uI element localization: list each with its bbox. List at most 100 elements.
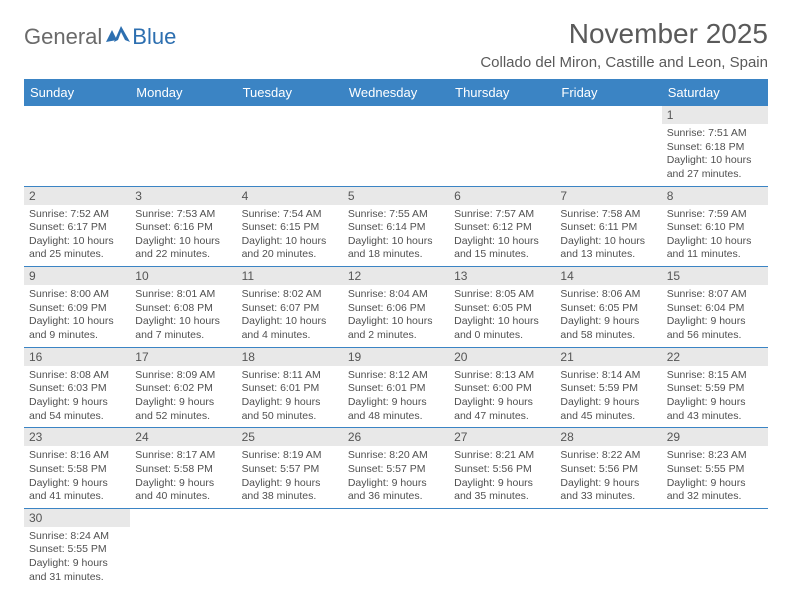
day-number: 26 [343,428,449,446]
day-detail-line: Daylight: 9 hours [135,396,231,410]
day-detail-line: and 18 minutes. [348,248,444,262]
day-detail-line: and 4 minutes. [242,329,338,343]
day-cell: 1Sunrise: 7:51 AMSunset: 6:18 PMDaylight… [662,106,768,186]
day-detail-line: Sunset: 6:12 PM [454,221,550,235]
day-detail-line: and 31 minutes. [29,571,125,585]
day-cell: 17Sunrise: 8:09 AMSunset: 6:02 PMDayligh… [130,347,236,428]
day-detail-line: Sunrise: 8:15 AM [667,369,763,383]
location-text: Collado del Miron, Castille and Leon, Sp… [480,54,768,71]
week-row: 2Sunrise: 7:52 AMSunset: 6:17 PMDaylight… [24,186,768,267]
header: General Blue November 2025 Collado del M… [24,18,768,71]
day-detail-line: and 41 minutes. [29,490,125,504]
day-cell: 28Sunrise: 8:22 AMSunset: 5:56 PMDayligh… [555,428,661,509]
day-details: Sunrise: 8:11 AMSunset: 6:01 PMDaylight:… [237,366,343,428]
day-detail-line: Sunset: 5:56 PM [454,463,550,477]
day-detail-line: and 32 minutes. [667,490,763,504]
day-number: 16 [24,348,130,366]
day-number: 6 [449,187,555,205]
week-row: 9Sunrise: 8:00 AMSunset: 6:09 PMDaylight… [24,267,768,348]
day-detail-line: Daylight: 9 hours [242,477,338,491]
day-cell: 24Sunrise: 8:17 AMSunset: 5:58 PMDayligh… [130,428,236,509]
day-detail-line: Sunset: 6:07 PM [242,302,338,316]
day-cell: 27Sunrise: 8:21 AMSunset: 5:56 PMDayligh… [449,428,555,509]
day-detail-line: Sunset: 5:56 PM [560,463,656,477]
day-detail-line: Sunrise: 8:13 AM [454,369,550,383]
day-detail-line: and 13 minutes. [560,248,656,262]
day-number: 3 [130,187,236,205]
day-details: Sunrise: 8:09 AMSunset: 6:02 PMDaylight:… [130,366,236,428]
day-detail-line: Sunrise: 8:02 AM [242,288,338,302]
day-cell: 23Sunrise: 8:16 AMSunset: 5:58 PMDayligh… [24,428,130,509]
day-detail-line: and 33 minutes. [560,490,656,504]
day-detail-line: Daylight: 9 hours [560,477,656,491]
day-number: 14 [555,267,661,285]
day-cell [449,508,555,588]
day-detail-line: Sunset: 6:16 PM [135,221,231,235]
day-detail-line: Sunset: 6:17 PM [29,221,125,235]
day-detail-line: Sunset: 6:03 PM [29,382,125,396]
day-number: 25 [237,428,343,446]
day-detail-line: Daylight: 10 hours [29,235,125,249]
day-detail-line: Sunset: 6:18 PM [667,141,763,155]
day-detail-line: Daylight: 9 hours [348,477,444,491]
day-detail-line: and 50 minutes. [242,410,338,424]
day-detail-line: Sunrise: 8:08 AM [29,369,125,383]
day-detail-line: and 48 minutes. [348,410,444,424]
day-cell [130,106,236,186]
day-number: 11 [237,267,343,285]
day-detail-line: Daylight: 9 hours [29,557,125,571]
day-detail-line: Daylight: 9 hours [667,315,763,329]
day-detail-line: Sunset: 5:59 PM [667,382,763,396]
day-details: Sunrise: 8:00 AMSunset: 6:09 PMDaylight:… [24,285,130,347]
day-cell: 6Sunrise: 7:57 AMSunset: 6:12 PMDaylight… [449,186,555,267]
day-detail-line: Sunset: 6:01 PM [348,382,444,396]
day-details: Sunrise: 8:12 AMSunset: 6:01 PMDaylight:… [343,366,449,428]
day-detail-line: Sunset: 5:59 PM [560,382,656,396]
day-details: Sunrise: 8:24 AMSunset: 5:55 PMDaylight:… [24,527,130,589]
day-cell: 19Sunrise: 8:12 AMSunset: 6:01 PMDayligh… [343,347,449,428]
day-detail-line: Sunset: 6:14 PM [348,221,444,235]
day-number: 27 [449,428,555,446]
day-cell [449,106,555,186]
day-detail-line: and 7 minutes. [135,329,231,343]
day-details: Sunrise: 8:17 AMSunset: 5:58 PMDaylight:… [130,446,236,508]
day-detail-line: Sunrise: 8:16 AM [29,449,125,463]
day-detail-line: Sunset: 5:55 PM [667,463,763,477]
day-detail-line: Sunrise: 8:22 AM [560,449,656,463]
day-detail-line: Sunrise: 7:57 AM [454,208,550,222]
day-detail-line: Sunset: 5:58 PM [135,463,231,477]
day-cell [237,106,343,186]
day-number: 13 [449,267,555,285]
day-detail-line: Sunset: 6:08 PM [135,302,231,316]
day-details: Sunrise: 8:19 AMSunset: 5:57 PMDaylight:… [237,446,343,508]
day-cell: 21Sunrise: 8:14 AMSunset: 5:59 PMDayligh… [555,347,661,428]
day-header-thursday: Thursday [449,79,555,106]
day-details: Sunrise: 8:06 AMSunset: 6:05 PMDaylight:… [555,285,661,347]
day-detail-line: and 56 minutes. [667,329,763,343]
day-detail-line: Sunset: 6:05 PM [454,302,550,316]
day-detail-line: Sunrise: 7:55 AM [348,208,444,222]
day-cell: 18Sunrise: 8:11 AMSunset: 6:01 PMDayligh… [237,347,343,428]
day-cell [662,508,768,588]
day-detail-line: and 25 minutes. [29,248,125,262]
day-number: 10 [130,267,236,285]
day-details: Sunrise: 8:22 AMSunset: 5:56 PMDaylight:… [555,446,661,508]
day-details: Sunrise: 7:59 AMSunset: 6:10 PMDaylight:… [662,205,768,267]
day-detail-line: Sunset: 6:11 PM [560,221,656,235]
day-detail-line: and 27 minutes. [667,168,763,182]
day-details: Sunrise: 7:54 AMSunset: 6:15 PMDaylight:… [237,205,343,267]
day-detail-line: Sunrise: 8:11 AM [242,369,338,383]
day-header-wednesday: Wednesday [343,79,449,106]
day-detail-line: Sunrise: 8:19 AM [242,449,338,463]
day-detail-line: Daylight: 10 hours [135,235,231,249]
day-cell: 15Sunrise: 8:07 AMSunset: 6:04 PMDayligh… [662,267,768,348]
day-number: 15 [662,267,768,285]
day-header-row: SundayMondayTuesdayWednesdayThursdayFrid… [24,79,768,106]
day-detail-line: Sunrise: 8:01 AM [135,288,231,302]
day-detail-line: Daylight: 9 hours [454,396,550,410]
day-details: Sunrise: 8:20 AMSunset: 5:57 PMDaylight:… [343,446,449,508]
day-detail-line: Sunrise: 7:52 AM [29,208,125,222]
day-header-sunday: Sunday [24,79,130,106]
day-cell: 11Sunrise: 8:02 AMSunset: 6:07 PMDayligh… [237,267,343,348]
day-cell: 9Sunrise: 8:00 AMSunset: 6:09 PMDaylight… [24,267,130,348]
